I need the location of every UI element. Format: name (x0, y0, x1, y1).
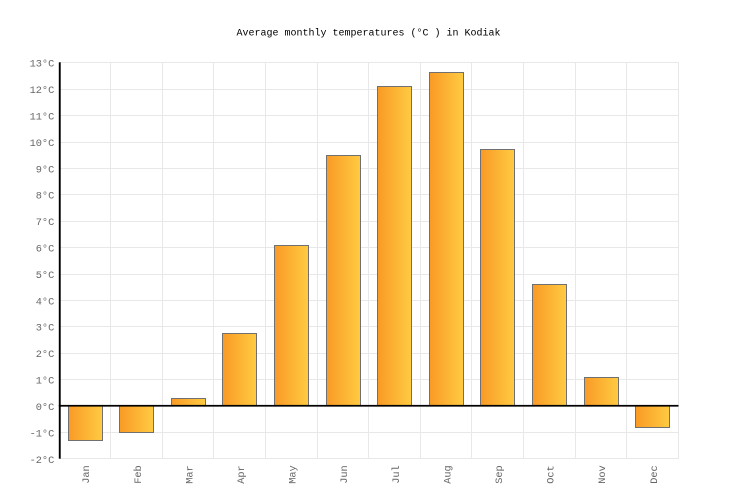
svg-text:Aug: Aug (442, 465, 454, 484)
svg-text:Oct: Oct (546, 465, 558, 484)
svg-text:1°C: 1°C (36, 376, 55, 388)
svg-text:Dec: Dec (649, 465, 661, 484)
svg-text:Nov: Nov (597, 465, 609, 484)
svg-text:13°C: 13°C (30, 59, 55, 71)
svg-text:3°C: 3°C (36, 323, 55, 335)
svg-text:Mar: Mar (184, 465, 196, 484)
svg-text:9°C: 9°C (36, 164, 55, 176)
svg-text:0°C: 0°C (36, 402, 55, 414)
svg-text:May: May (288, 465, 300, 484)
svg-text:11°C: 11°C (30, 111, 55, 123)
svg-text:Apr: Apr (236, 465, 248, 484)
svg-text:-2°C: -2°C (30, 455, 55, 467)
svg-text:12°C: 12°C (30, 85, 55, 97)
svg-text:Jul: Jul (391, 465, 403, 484)
svg-text:Jun: Jun (339, 465, 351, 484)
svg-text:2°C: 2°C (36, 349, 55, 361)
svg-text:Average monthly temperatures (: Average monthly temperatures (°C ) in Ko… (237, 27, 501, 39)
svg-text:8°C: 8°C (36, 191, 55, 203)
svg-text:5°C: 5°C (36, 270, 55, 282)
svg-text:4°C: 4°C (36, 296, 55, 308)
svg-text:7°C: 7°C (36, 217, 55, 229)
svg-text:Feb: Feb (133, 465, 145, 484)
svg-text:6°C: 6°C (36, 243, 55, 255)
svg-text:Jan: Jan (81, 465, 93, 484)
svg-text:-1°C: -1°C (30, 428, 55, 440)
svg-text:Sep: Sep (494, 465, 506, 484)
svg-text:10°C: 10°C (30, 138, 55, 150)
